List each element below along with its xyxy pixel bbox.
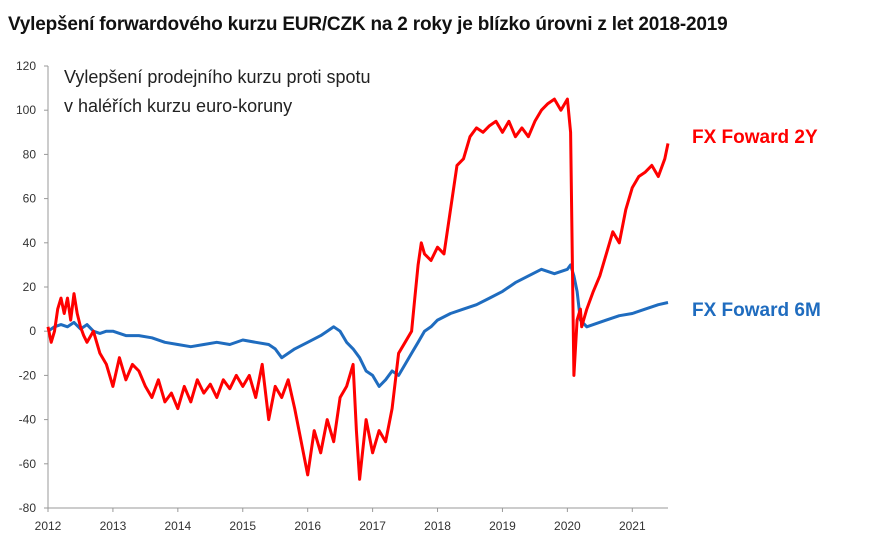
y-tick-label: -80 [19,501,37,515]
chart-subtitle-line-2: v haléřích kurzu euro-koruny [64,96,292,116]
series-label-0: FX Foward 2Y [692,127,818,148]
series-line-1 [47,263,669,388]
chart-title: Vylepšení forwardového kurzu EUR/CZK na … [8,14,728,35]
x-tick-label: 2018 [424,519,451,533]
x-tick-label: 2020 [554,519,581,533]
y-tick-label: 80 [23,147,37,161]
y-tick-label: 0 [29,324,36,338]
x-tick-label: 2012 [35,519,62,533]
y-tick-label: -20 [19,368,37,382]
axes: 120 100 80 60 40 20 0 -20 -40 -60 -80 2012 2013 2014 2… [16,59,668,533]
series-label-1: FX Foward 6M [692,300,821,321]
x-tick-label: 2016 [294,519,321,533]
y-tick-label: 60 [23,192,37,206]
x-tick-label: 2014 [164,519,191,533]
chart-subtitle-line-1: Vylepšení prodejního kurzu proti spotu [64,67,371,87]
series-line-0 [46,97,670,481]
x-tick-label: 2017 [359,519,386,533]
y-tick-label: -60 [19,457,37,471]
y-tick-label: 20 [23,280,37,294]
y-tick-label: 120 [16,59,36,73]
y-tick-label: 100 [16,103,36,117]
series-labels: FX Foward 2Y FX Foward 6M [692,127,821,321]
x-tick-label: 2021 [619,519,646,533]
x-tick-label: 2015 [229,519,256,533]
y-tick-label: 40 [23,236,37,250]
x-tick-label: 2013 [100,519,127,533]
y-tick-label: -40 [19,413,37,427]
plot-area [46,97,670,481]
x-tick-label: 2019 [489,519,516,533]
